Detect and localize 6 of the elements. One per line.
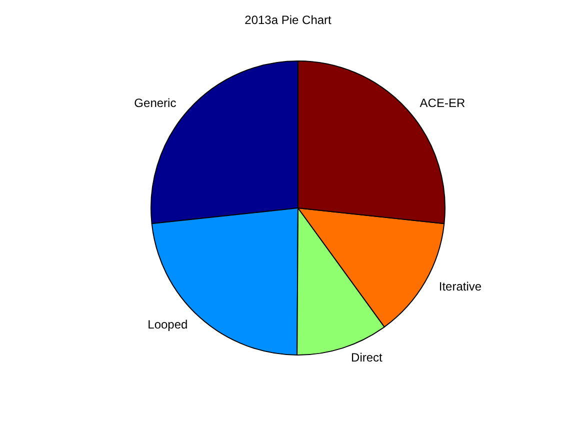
slice-label: Looped <box>148 317 188 332</box>
slice-label: Generic <box>134 96 176 110</box>
chart-title: 2013a Pie Chart <box>244 13 332 27</box>
slice-label: ACE-ER <box>420 96 466 110</box>
slice-label: Direct <box>351 350 384 364</box>
slice-label: Iterative <box>438 280 482 294</box>
